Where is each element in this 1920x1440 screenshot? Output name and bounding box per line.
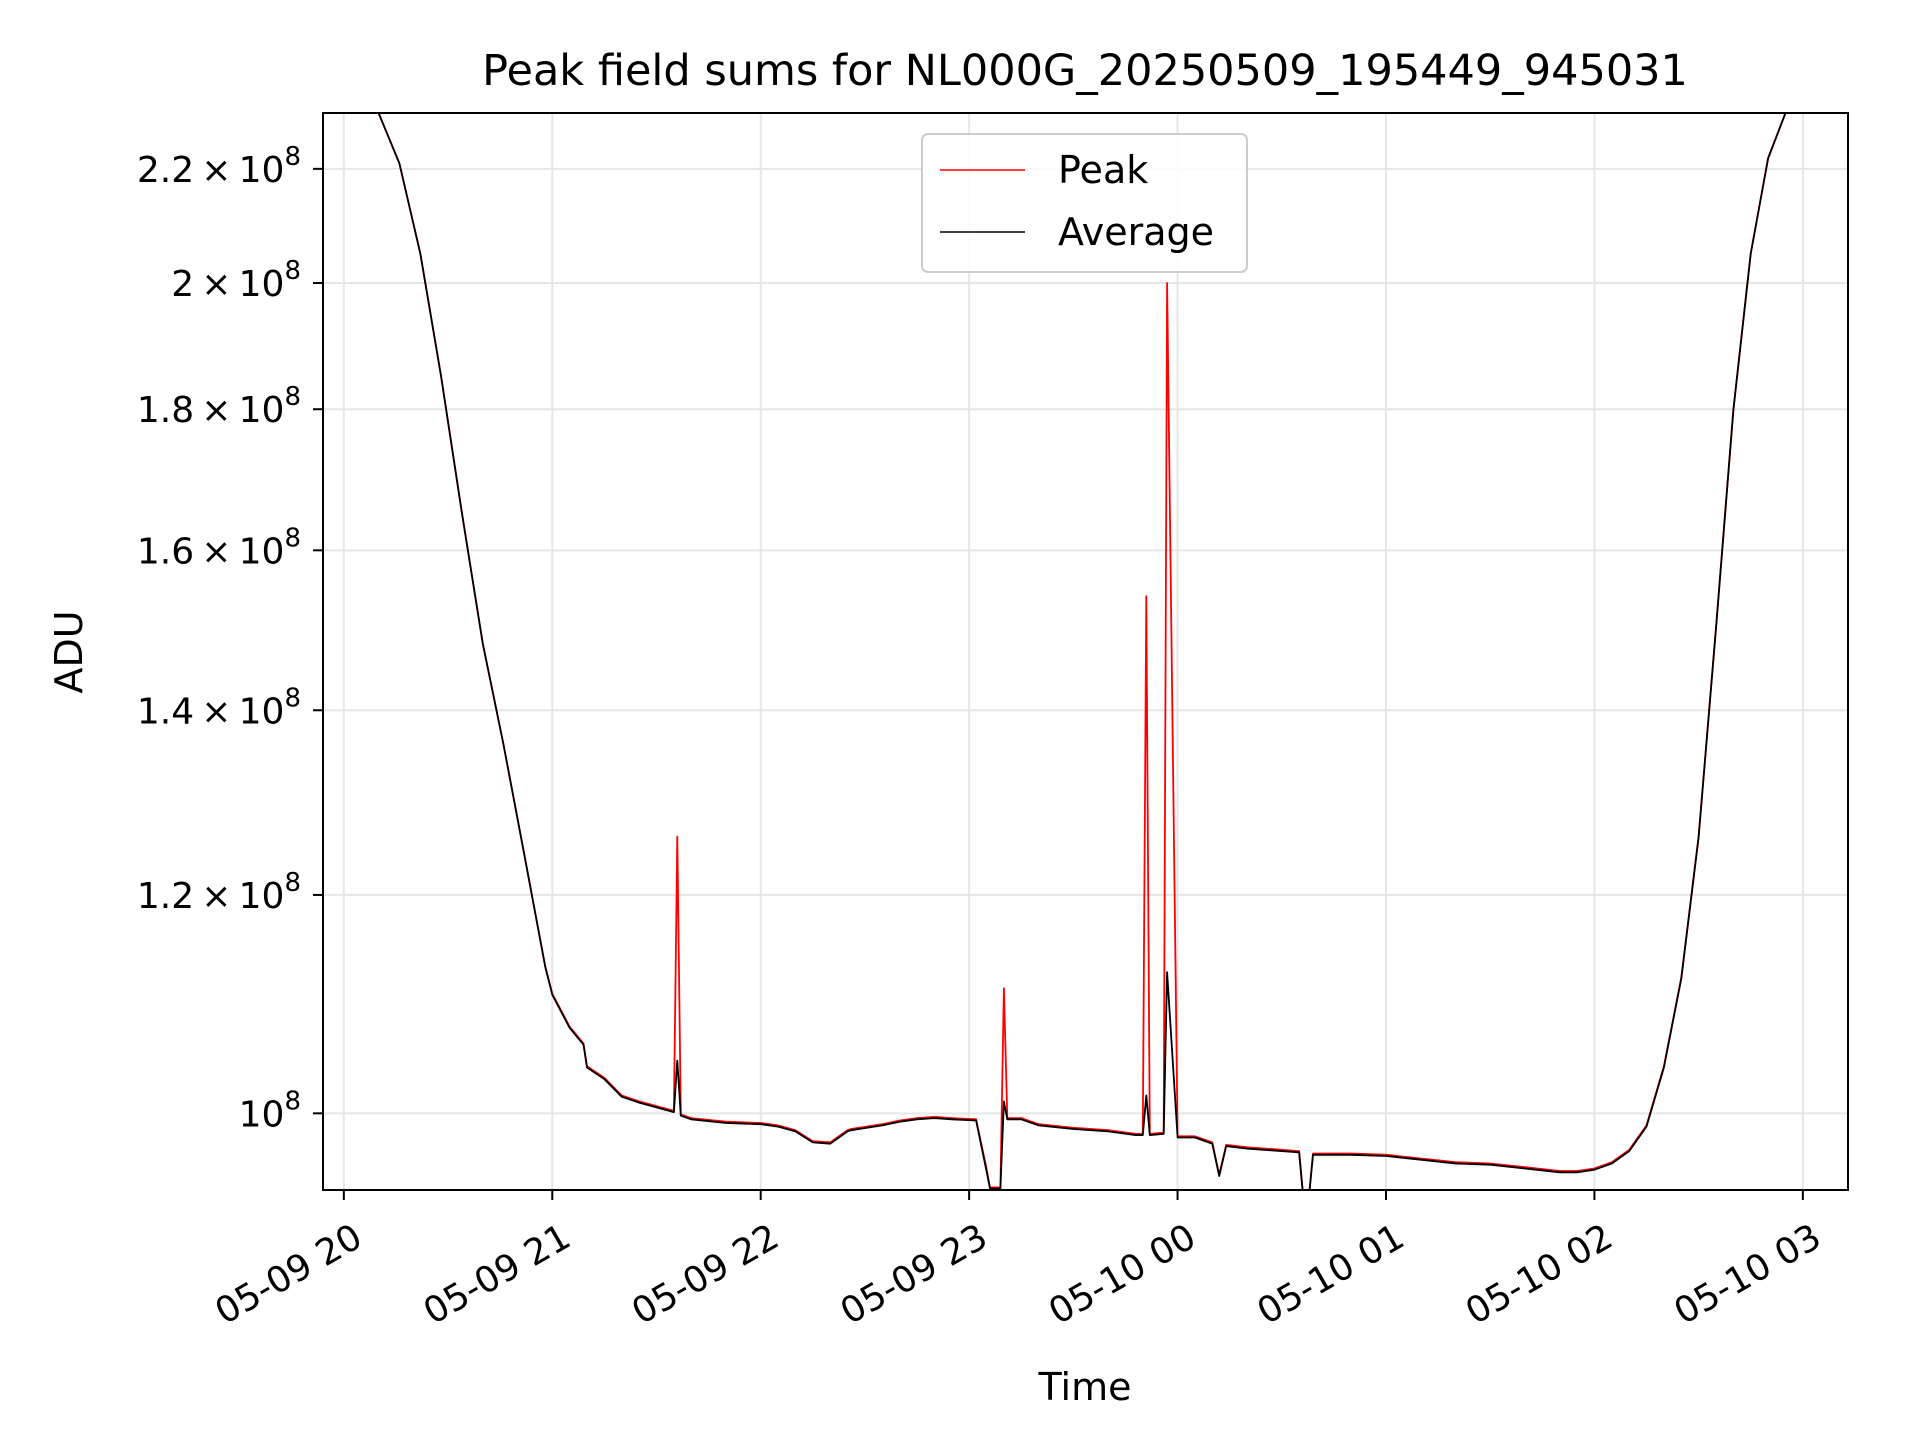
legend: Peak Average — [921, 133, 1248, 273]
legend-box — [921, 133, 1248, 273]
plot-frame — [322, 112, 1849, 1191]
y-axis-label: ADU — [47, 610, 91, 693]
x-axis-label: Time — [1038, 1365, 1132, 1409]
y-tick-label: 1.6 × 108 — [137, 523, 301, 572]
y-tick-label: 1.8 × 108 — [137, 382, 301, 431]
legend-average-label: Average — [1058, 210, 1214, 254]
y-tick-label: 108 — [239, 1086, 301, 1135]
chart-title: Peak field sums for NL000G_20250509_1954… — [482, 46, 1688, 96]
series-group — [323, 112, 1803, 1191]
y-tick-label: 1.2 × 108 — [137, 868, 301, 917]
series-line-peak — [323, 112, 1803, 1191]
y-tick-label: 2 × 108 — [171, 256, 301, 305]
legend-peak-label: Peak — [1058, 148, 1148, 192]
y-tick-label: 2.2 × 108 — [137, 142, 301, 191]
y-axis: 108 1.2 × 108 1.4 × 108 1.6 × 108 1.8 × 108 2… — [137, 142, 323, 1135]
series-line-average — [323, 112, 1803, 1191]
y-tick-label: 1.4 × 108 — [137, 683, 301, 732]
